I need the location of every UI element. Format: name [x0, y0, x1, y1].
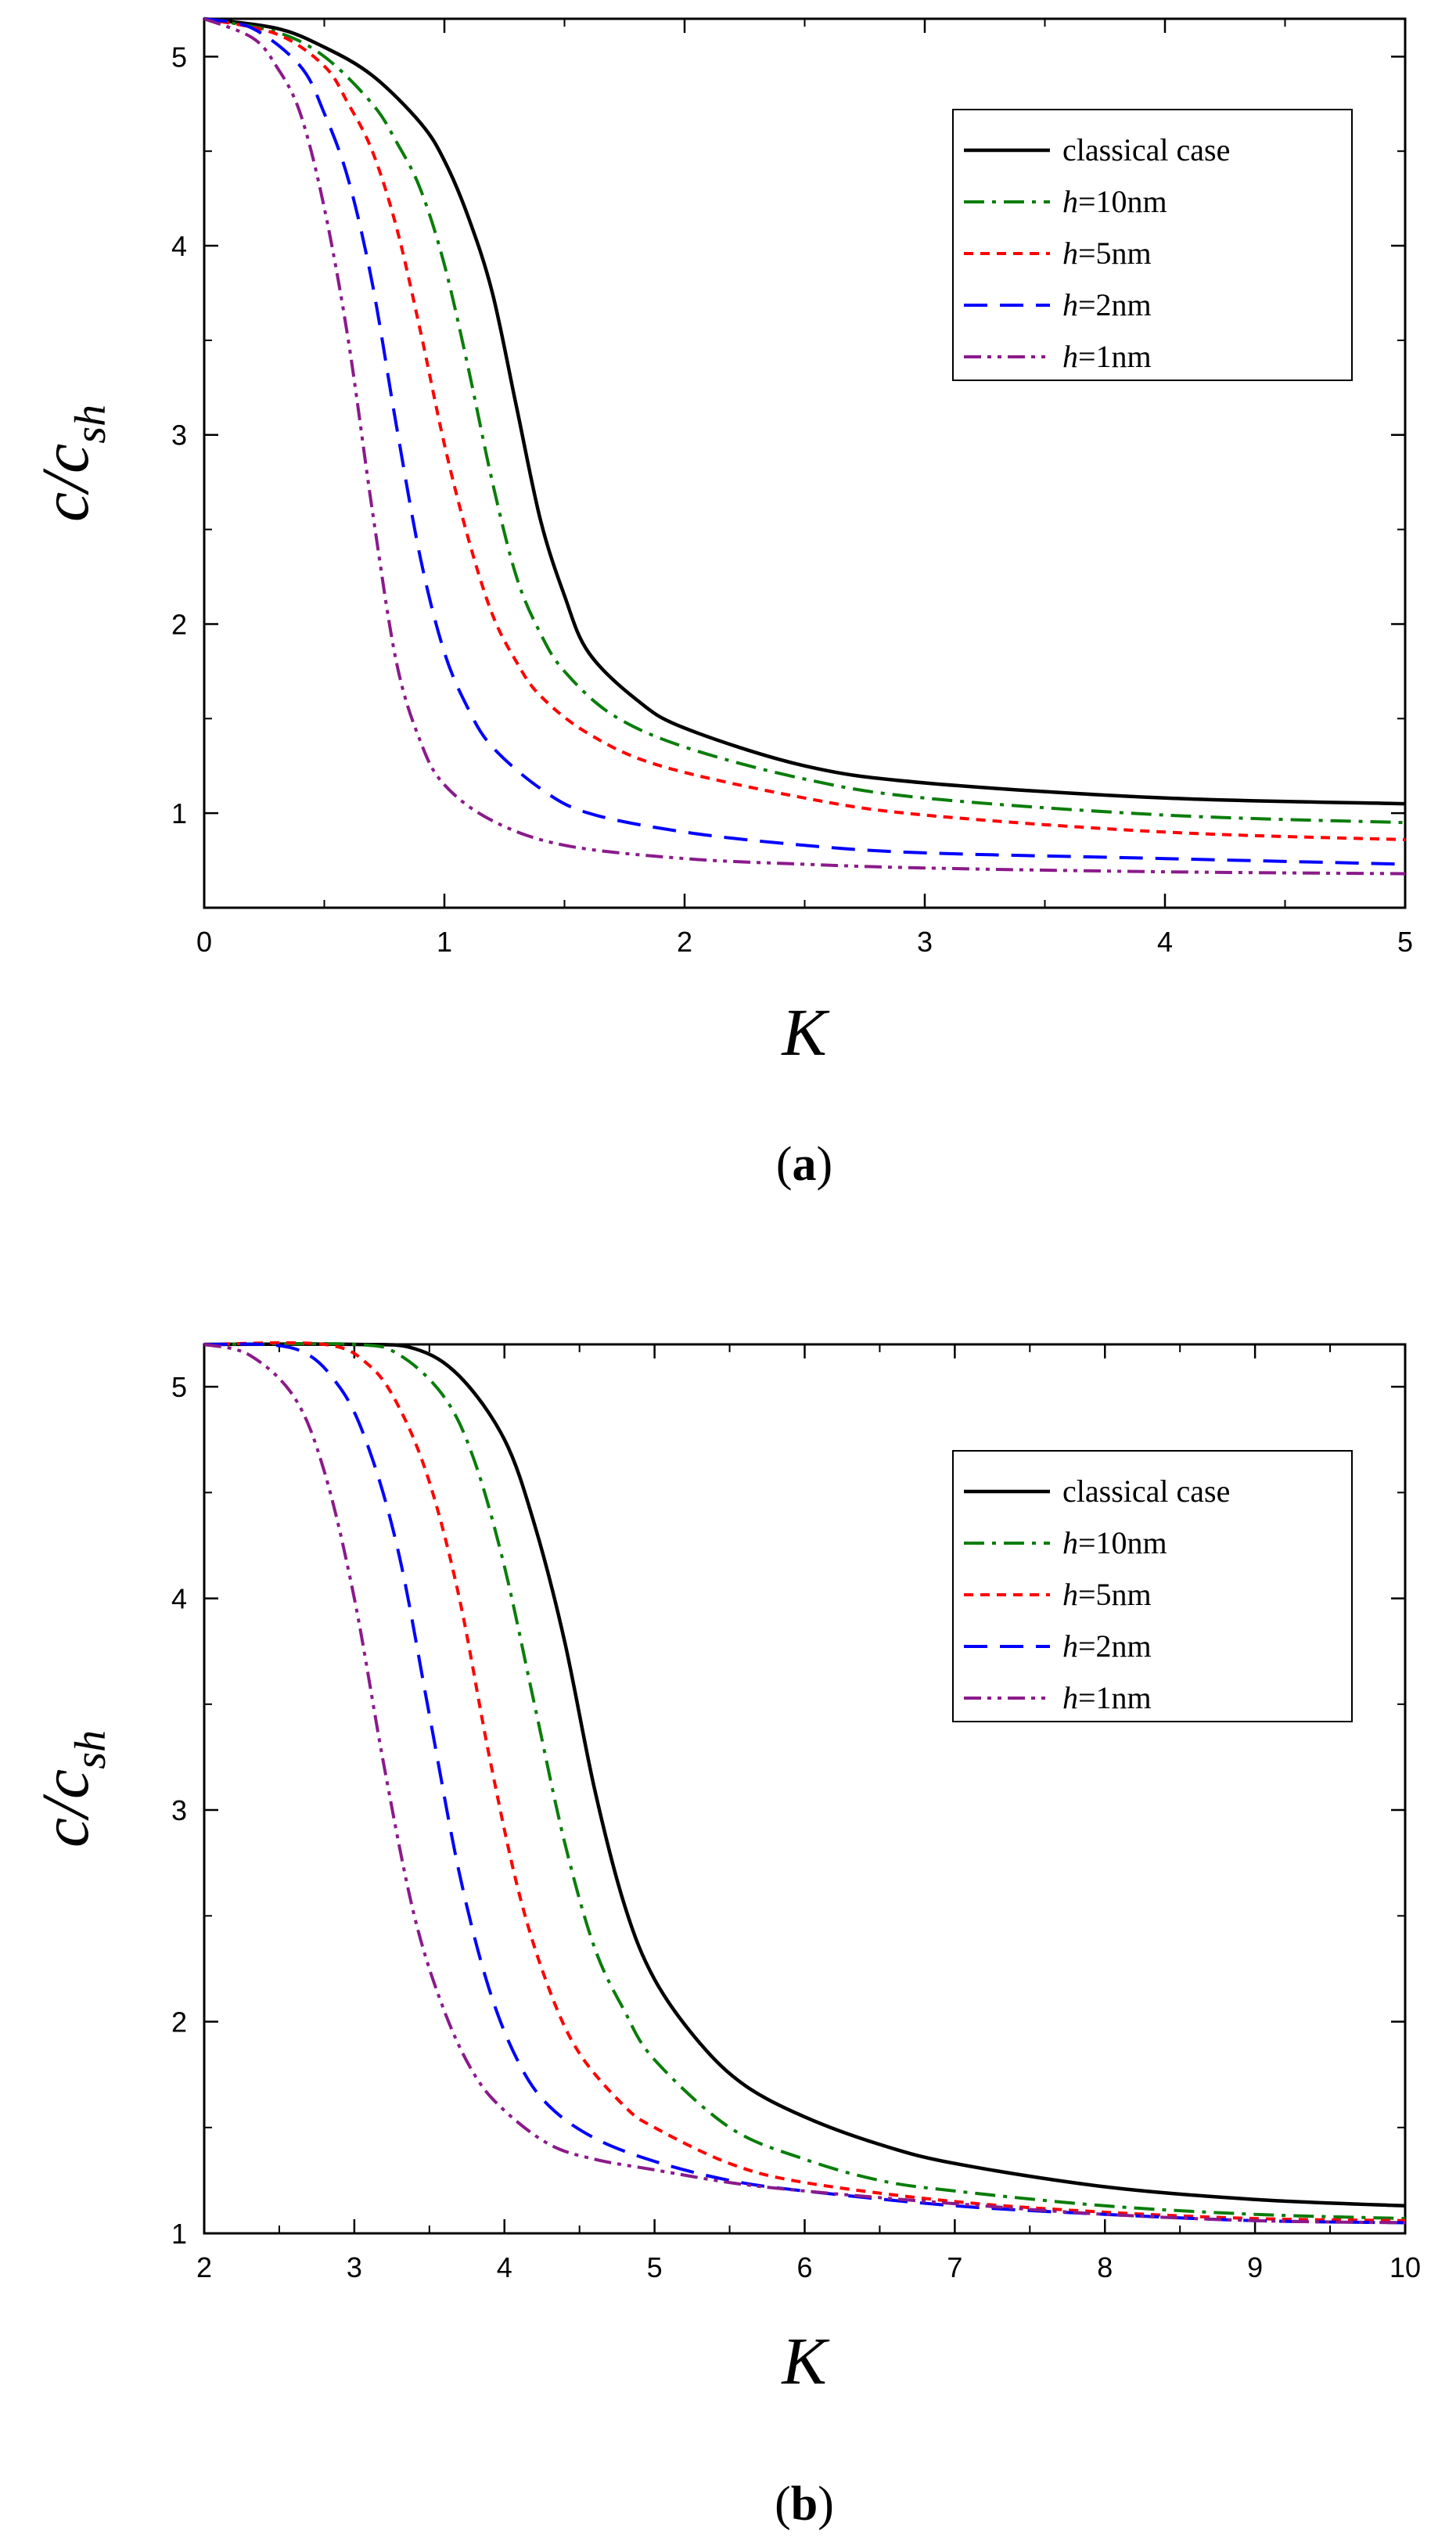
- legend-label: h=2nm: [1062, 287, 1152, 322]
- y-tick-label: 5: [171, 1371, 187, 1403]
- legend-label: h=10nm: [1062, 1525, 1167, 1560]
- x-tick-label: 4: [497, 2251, 512, 2283]
- legend-label: classical case: [1062, 132, 1230, 167]
- y-tick-label: 3: [171, 1794, 187, 1826]
- legend-label: h=5nm: [1062, 236, 1152, 271]
- series-layer: [203, 16, 1406, 876]
- x-tick-label: 8: [1097, 2251, 1113, 2283]
- series-line: [203, 1341, 1406, 2222]
- y-axis-label-main: c/c: [27, 444, 102, 522]
- legend-label-italic: h: [1062, 339, 1078, 374]
- x-axis-label: K: [780, 995, 830, 1070]
- x-tick-labels: 0 1 2 3 4 5: [196, 926, 1413, 958]
- legend-label-italic: h: [1062, 236, 1078, 271]
- y-axis-label: c/csh: [27, 405, 115, 522]
- series-line: [203, 1342, 1406, 2208]
- legend-label-rest: =5nm: [1078, 1577, 1152, 1612]
- y-tick-label: 4: [171, 230, 187, 262]
- y-tick-label: 2: [171, 2006, 187, 2038]
- x-tick-label: 5: [647, 2251, 663, 2283]
- legend-label: h=1nm: [1062, 339, 1152, 374]
- series-line: [203, 1341, 1406, 2221]
- caption-close: ): [818, 2477, 834, 2531]
- tick-marks: [203, 19, 1407, 909]
- legend-label-rest: =2nm: [1078, 1628, 1152, 1664]
- legend-label: h=10nm: [1062, 184, 1167, 219]
- legend-label-italic: h: [1062, 1577, 1078, 1612]
- legend-label-rest: =10nm: [1078, 184, 1167, 219]
- panel-caption-b: (b): [775, 2477, 834, 2531]
- series-line: [203, 17, 1406, 841]
- x-tick-label: 0: [196, 926, 212, 958]
- series-line: [203, 16, 1406, 806]
- x-tick-label: 2: [196, 2251, 212, 2283]
- x-tick-label: 5: [1397, 926, 1413, 958]
- x-tick-label: 7: [947, 2251, 962, 2283]
- legend-label-italic: h: [1062, 1628, 1078, 1664]
- x-tick-label: 1: [437, 926, 452, 958]
- y-tick-labels: 1 2 3 4 5: [171, 1371, 187, 2250]
- legend-label: h=1nm: [1062, 1680, 1152, 1715]
- legend-label: h=2nm: [1062, 1628, 1152, 1664]
- legend-label-rest: =2nm: [1078, 287, 1152, 322]
- y-tick-label: 2: [171, 608, 187, 640]
- y-axis-label-subscript: sh: [67, 1730, 115, 1769]
- x-tick-labels: 2 3 4 5 6 7 8 9 10: [196, 2251, 1421, 2283]
- caption-open: (: [776, 1138, 793, 1191]
- legend-label-italic: h: [1062, 287, 1078, 322]
- y-axis-label-main: c/c: [27, 1769, 102, 1848]
- legend-label-rest: =10nm: [1078, 1525, 1167, 1560]
- tick-marks: [203, 1344, 1407, 2235]
- legend-box: [952, 1450, 1353, 1722]
- x-tick-label: 3: [347, 2251, 362, 2283]
- caption-letter: b: [791, 2477, 818, 2531]
- legend-label-italic: h: [1062, 1680, 1078, 1715]
- series-line: [203, 17, 1406, 866]
- legend-label-rest: =1nm: [1078, 339, 1152, 374]
- y-tick-label: 4: [171, 1583, 187, 1615]
- legend-label-rest: classical case: [1062, 1474, 1230, 1509]
- legend-label-italic: h: [1062, 1525, 1078, 1560]
- y-axis-label-subscript: sh: [67, 405, 115, 444]
- legend-label-rest: classical case: [1062, 132, 1230, 167]
- legend-label-rest: =5nm: [1078, 236, 1152, 271]
- y-tick-label: 3: [171, 419, 187, 452]
- series-layer: [203, 1341, 1406, 2225]
- caption-open: (: [775, 2477, 791, 2531]
- x-tick-label: 9: [1247, 2251, 1263, 2283]
- legend-label: h=5nm: [1062, 1577, 1152, 1612]
- x-tick-label: 3: [917, 926, 933, 958]
- series-line: [203, 1343, 1406, 2225]
- caption-letter: a: [793, 1138, 817, 1191]
- panel-caption-a: (a): [776, 1138, 832, 1191]
- y-tick-label: 1: [171, 797, 187, 829]
- x-tick-label: 2: [677, 926, 692, 958]
- legend-box: [952, 109, 1353, 381]
- y-tick-label: 1: [171, 2218, 187, 2250]
- series-line: [203, 17, 1406, 825]
- x-axis-label: K: [780, 2323, 830, 2398]
- y-tick-labels: 1 2 3 4 5: [171, 41, 187, 829]
- x-tick-label: 6: [796, 2251, 812, 2283]
- x-tick-label: 10: [1389, 2251, 1421, 2283]
- caption-close: ): [817, 1138, 833, 1191]
- legend-label-rest: =1nm: [1078, 1680, 1152, 1715]
- y-tick-label: 5: [171, 41, 187, 73]
- legend-label-italic: h: [1062, 184, 1078, 219]
- x-tick-label: 4: [1157, 926, 1173, 958]
- legend-label: classical case: [1062, 1474, 1230, 1509]
- series-line: [203, 17, 1406, 876]
- y-axis-label: c/csh: [27, 1730, 115, 1848]
